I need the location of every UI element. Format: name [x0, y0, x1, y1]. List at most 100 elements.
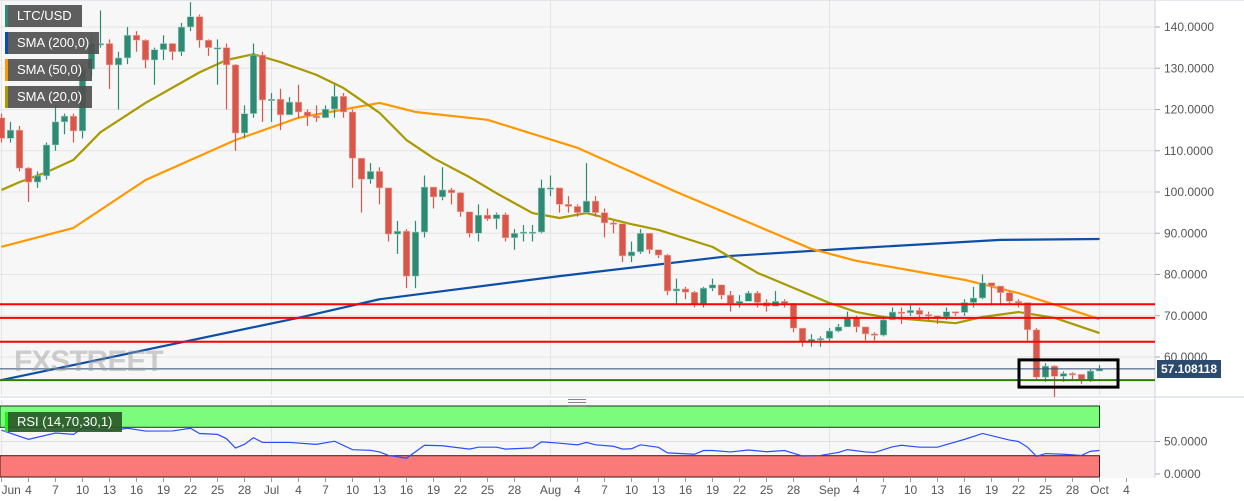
candle[interactable]: [978, 274, 987, 300]
legend-sma-50[interactable]: SMA (50,0): [5, 59, 93, 81]
candle[interactable]: [348, 109, 357, 188]
candle[interactable]: [1050, 365, 1059, 398]
candle[interactable]: [132, 31, 141, 52]
candle[interactable]: [0, 113, 6, 143]
candle[interactable]: [258, 51, 267, 122]
candle[interactable]: [906, 303, 915, 316]
legend-ltc-usd[interactable]: LTC/USD: [5, 5, 82, 27]
candle[interactable]: [996, 285, 1005, 306]
candle[interactable]: [60, 113, 69, 135]
candle[interactable]: [1068, 372, 1077, 380]
candle[interactable]: [402, 229, 411, 289]
candle[interactable]: [24, 167, 33, 202]
candle[interactable]: [393, 220, 402, 254]
legend-rsi[interactable]: RSI (14,70,30,1): [5, 412, 123, 432]
candle[interactable]: [636, 229, 645, 254]
candle[interactable]: [267, 93, 276, 122]
candle[interactable]: [1041, 363, 1050, 382]
candle[interactable]: [456, 192, 465, 217]
candle[interactable]: [321, 105, 330, 119]
candle[interactable]: [510, 229, 519, 250]
candle[interactable]: [528, 225, 537, 242]
candle[interactable]: [168, 43, 177, 61]
panel-resize-handle[interactable]: [568, 399, 586, 407]
candle[interactable]: [447, 187, 456, 205]
candle[interactable]: [591, 196, 600, 217]
candle[interactable]: [285, 97, 294, 116]
candle[interactable]: [186, 2, 195, 32]
legend-sma-20[interactable]: SMA (20,0): [5, 86, 93, 108]
candle[interactable]: [1032, 328, 1041, 380]
candle[interactable]: [492, 212, 501, 230]
candle[interactable]: [222, 43, 231, 110]
candle[interactable]: [609, 220, 618, 234]
candle[interactable]: [276, 88, 285, 131]
candle[interactable]: [384, 187, 393, 242]
candle[interactable]: [420, 175, 429, 238]
candle[interactable]: [519, 225, 528, 242]
candle[interactable]: [564, 196, 573, 213]
candle[interactable]: [330, 84, 339, 118]
candle[interactable]: [987, 282, 996, 306]
candle[interactable]: [600, 208, 609, 238]
candle[interactable]: [312, 105, 321, 122]
candle[interactable]: [555, 187, 564, 213]
candle[interactable]: [339, 93, 348, 118]
candle[interactable]: [501, 212, 510, 242]
candle[interactable]: [870, 332, 879, 341]
candle[interactable]: [474, 204, 483, 242]
candle[interactable]: [357, 157, 366, 213]
candle[interactable]: [483, 208, 492, 221]
candle[interactable]: [141, 39, 150, 69]
legend-sma-200[interactable]: SMA (200,0): [5, 32, 100, 54]
candle[interactable]: [159, 35, 168, 60]
candle[interactable]: [411, 220, 420, 289]
candle[interactable]: [879, 315, 888, 337]
candle[interactable]: [825, 328, 834, 341]
candle[interactable]: [654, 249, 663, 258]
candle[interactable]: [105, 39, 114, 89]
candle[interactable]: [861, 326, 870, 341]
candle[interactable]: [897, 307, 906, 325]
candle[interactable]: [537, 179, 546, 234]
candle[interactable]: [42, 142, 51, 180]
candle[interactable]: [69, 113, 78, 143]
candle[interactable]: [15, 126, 24, 172]
candle[interactable]: [573, 204, 582, 217]
candle[interactable]: [951, 311, 960, 316]
candle[interactable]: [114, 51, 123, 110]
candle[interactable]: [546, 175, 555, 197]
candle[interactable]: [240, 105, 249, 139]
candle[interactable]: [645, 232, 654, 254]
candle[interactable]: [249, 43, 258, 118]
candle[interactable]: [627, 241, 636, 263]
candle[interactable]: [618, 223, 627, 263]
candle[interactable]: [51, 105, 60, 151]
candle[interactable]: [438, 167, 447, 201]
candle[interactable]: [123, 27, 132, 65]
candle[interactable]: [213, 39, 222, 85]
candle[interactable]: [177, 22, 186, 56]
candle[interactable]: [465, 211, 474, 238]
candle[interactable]: [663, 253, 672, 296]
candle[interactable]: [303, 109, 312, 127]
candle[interactable]: [231, 64, 240, 151]
candle[interactable]: [960, 299, 969, 316]
candle[interactable]: [1023, 302, 1032, 341]
candle[interactable]: [195, 14, 204, 48]
candle[interactable]: [366, 163, 375, 184]
candle[interactable]: [681, 286, 690, 300]
candle[interactable]: [6, 121, 15, 143]
candle[interactable]: [708, 278, 717, 291]
candle[interactable]: [834, 324, 843, 333]
candle[interactable]: [1005, 291, 1014, 304]
candle[interactable]: [375, 167, 384, 205]
candle[interactable]: [294, 84, 303, 118]
candle[interactable]: [33, 171, 42, 188]
candle[interactable]: [150, 47, 159, 85]
candle[interactable]: [744, 291, 753, 302]
candle[interactable]: [672, 278, 681, 304]
candle[interactable]: [717, 284, 726, 300]
candle[interactable]: [582, 163, 591, 213]
